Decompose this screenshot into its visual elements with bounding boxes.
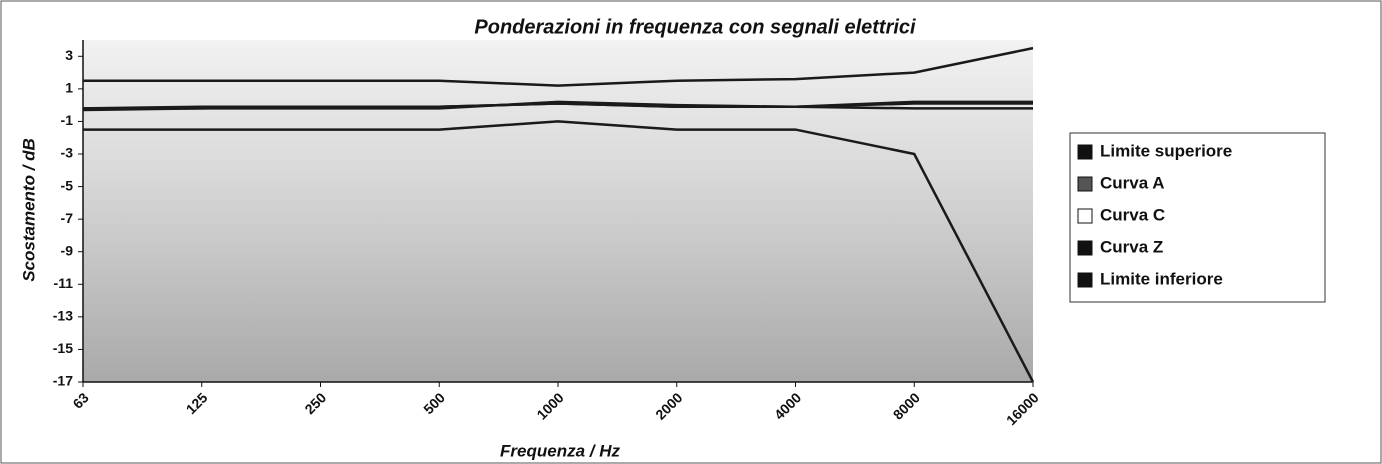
y-tick-label: -15 bbox=[53, 340, 73, 356]
y-axis-label: Scostamento / dB bbox=[19, 138, 38, 282]
y-tick-label: -5 bbox=[61, 177, 74, 193]
legend-label: Curva Z bbox=[1100, 237, 1163, 256]
legend-label: Curva A bbox=[1100, 173, 1165, 192]
series-line bbox=[83, 120, 1035, 383]
legend-swatch bbox=[1077, 240, 1093, 256]
legend-box bbox=[1069, 132, 1326, 303]
y-tick-label: -9 bbox=[61, 242, 74, 258]
series-line bbox=[83, 102, 1033, 110]
y-tick-label: -11 bbox=[54, 275, 74, 291]
x-axis-label: Frequenza / Hz bbox=[500, 441, 620, 460]
y-tick-label: -17 bbox=[53, 373, 73, 389]
chart-title: Ponderazioni in frequenza con segnali el… bbox=[474, 16, 916, 38]
series-line bbox=[83, 46, 1034, 87]
y-tick-label: -13 bbox=[53, 308, 73, 324]
legend-swatch bbox=[1077, 144, 1093, 160]
legend-swatch bbox=[1077, 208, 1093, 224]
y-tick-label: -3 bbox=[61, 145, 74, 161]
legend-label: Curva C bbox=[1100, 205, 1165, 224]
y-tick-label: 1 bbox=[65, 80, 73, 96]
legend-swatch bbox=[1077, 176, 1093, 192]
y-tick-label: -1 bbox=[61, 112, 74, 128]
y-tick-label: -7 bbox=[61, 210, 74, 226]
plot-area bbox=[83, 40, 1033, 382]
y-tick-label: 3 bbox=[65, 47, 73, 63]
legend-label: Limite inferiore bbox=[1100, 269, 1223, 288]
legend-label: Limite superiore bbox=[1100, 141, 1232, 160]
legend-swatch bbox=[1077, 272, 1093, 288]
